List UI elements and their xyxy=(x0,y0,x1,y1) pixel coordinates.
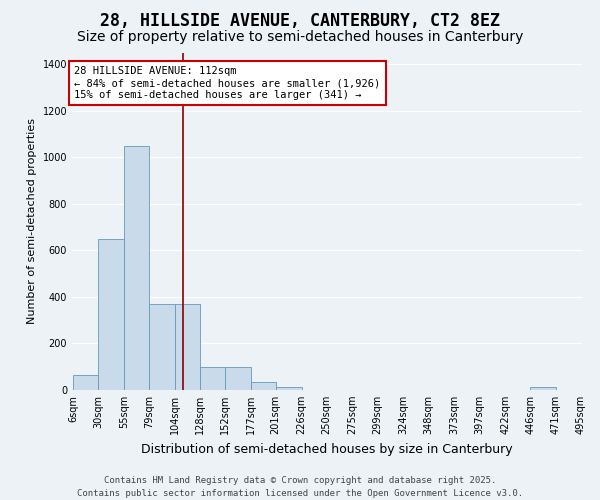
Text: Size of property relative to semi-detached houses in Canterbury: Size of property relative to semi-detach… xyxy=(77,30,523,44)
Text: 28 HILLSIDE AVENUE: 112sqm
← 84% of semi-detached houses are smaller (1,926)
15%: 28 HILLSIDE AVENUE: 112sqm ← 84% of semi… xyxy=(74,66,380,100)
Bar xyxy=(224,366,251,390)
Bar xyxy=(149,304,175,390)
Text: Contains HM Land Registry data © Crown copyright and database right 2025.
Contai: Contains HM Land Registry data © Crown c… xyxy=(77,476,523,498)
Bar xyxy=(98,238,124,390)
Bar xyxy=(124,146,149,390)
Bar xyxy=(251,382,275,390)
X-axis label: Distribution of semi-detached houses by size in Canterbury: Distribution of semi-detached houses by … xyxy=(141,442,513,456)
Bar xyxy=(200,366,224,390)
Bar xyxy=(275,386,302,390)
Bar xyxy=(73,375,98,390)
Text: 28, HILLSIDE AVENUE, CANTERBURY, CT2 8EZ: 28, HILLSIDE AVENUE, CANTERBURY, CT2 8EZ xyxy=(100,12,500,30)
Y-axis label: Number of semi-detached properties: Number of semi-detached properties xyxy=(27,118,37,324)
Bar xyxy=(530,386,556,390)
Bar xyxy=(175,304,200,390)
